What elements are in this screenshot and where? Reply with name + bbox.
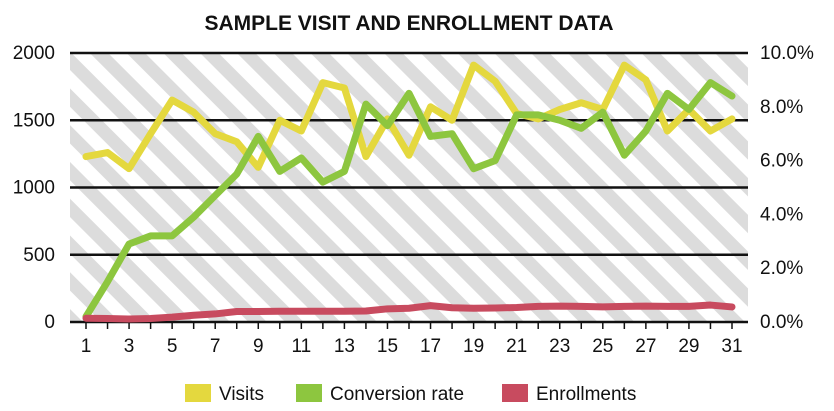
legend-swatch: [296, 384, 322, 402]
x-tick-label: 1: [81, 336, 92, 357]
chart-title: SAMPLE VISIT AND ENROLLMENT DATA: [204, 12, 613, 35]
x-tick-label: 13: [334, 336, 355, 357]
x-tick-label: 31: [721, 336, 742, 357]
legend-label: Conversion rate: [330, 384, 464, 405]
y-right-tick-label: 8.0%: [760, 97, 803, 118]
y-left-tick-label: 1000: [13, 178, 55, 199]
grid-lines: [70, 51, 748, 256]
x-tick-label: 19: [463, 336, 484, 357]
series-lines: [82, 61, 736, 323]
x-tick-label: 15: [377, 336, 398, 357]
axes: 0 500 1000 1500 2000 0.0% 2.0% 4.0% 6.0% 8.0% 10.0…: [13, 43, 814, 357]
y-right-tick-label: 4.0%: [760, 204, 803, 225]
x-tick-label: 3: [124, 336, 135, 357]
y-left-tick-label: 500: [23, 245, 55, 266]
y-right-tick-label: 6.0%: [760, 151, 803, 172]
y-right-tick-label: 0.0%: [760, 312, 803, 333]
x-tick-label: 29: [678, 336, 699, 357]
x-tick-label: 21: [506, 336, 527, 357]
x-tick-label: 7: [210, 336, 221, 357]
x-tick-label: 25: [592, 336, 613, 357]
legend-label: Enrollments: [536, 384, 636, 405]
x-tick-label: 5: [167, 336, 178, 357]
x-tick-label: 23: [549, 336, 570, 357]
y-left-tick-label: 2000: [13, 43, 55, 64]
y-left-tick-label: 0: [44, 312, 55, 333]
x-tick-label: 9: [253, 336, 264, 357]
legend-swatch: [502, 384, 528, 402]
y-right-tick-label: 2.0%: [760, 258, 803, 279]
legend: Visits Conversion rate Enrollments: [185, 384, 636, 405]
x-tick-label: 11: [291, 336, 311, 357]
legend-label: Visits: [219, 384, 264, 405]
x-tick-label: 17: [420, 336, 441, 357]
y-left-tick-label: 1500: [13, 110, 55, 131]
y-right-tick-label: 10.0%: [760, 43, 814, 64]
legend-swatch: [185, 384, 211, 402]
x-tick-label: 27: [635, 336, 656, 357]
